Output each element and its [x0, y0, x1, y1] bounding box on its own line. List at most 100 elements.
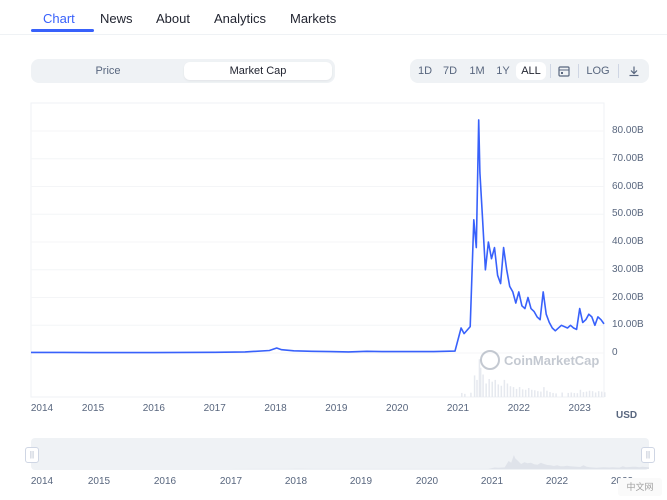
volume-bar: [588, 390, 591, 397]
market-cap-toggle-button[interactable]: Market Cap: [184, 62, 332, 80]
volume-bar: [567, 392, 570, 397]
navigator-right-handle[interactable]: ||: [641, 447, 655, 463]
volume-bar: [531, 389, 533, 397]
volume-bar: [515, 388, 518, 397]
volume-bar: [594, 392, 597, 397]
volume-bar: [527, 388, 530, 397]
volume-bar: [537, 391, 539, 397]
volume-bar: [576, 393, 579, 397]
volume-bar: [570, 392, 573, 397]
navigator-tick-label: 2019: [349, 476, 373, 487]
navigator-tick-label: 2017: [219, 476, 243, 487]
x-tick-label: 2019: [325, 403, 348, 414]
log-scale-button[interactable]: LOG: [586, 65, 610, 77]
time-range-selector: 1D 7D 1M 1Y ALL LOG: [410, 59, 649, 83]
volume-bar: [461, 392, 463, 397]
y-tick-label: 10.00B: [612, 319, 644, 331]
y-tick-label: 70.00B: [612, 152, 644, 164]
volume-bar: [497, 384, 500, 397]
volume-bar: [549, 392, 551, 397]
volume-bar: [600, 391, 603, 397]
active-tab-indicator: [31, 29, 94, 32]
site-badge: 中文网: [618, 478, 662, 496]
tab-news[interactable]: News: [100, 11, 133, 26]
watermark-text: CoinMarketCap: [504, 352, 600, 368]
volume-bar: [573, 392, 576, 397]
x-tick-label: 2016: [142, 403, 165, 414]
volume-bar: [478, 359, 481, 397]
chart-type-toggle: Price Market Cap: [31, 59, 335, 83]
volume-bar: [500, 385, 503, 397]
volume-bar: [518, 387, 521, 397]
navigator-series: [31, 455, 649, 469]
navigator-tick-label: 2018: [284, 476, 308, 487]
navigator-tick-label: 2014: [30, 476, 54, 487]
volume-bar: [476, 379, 478, 397]
y-tick-label: 60.00B: [612, 180, 644, 192]
range-divider: [578, 64, 579, 78]
range-1m-button[interactable]: 1M: [469, 65, 485, 77]
x-tick-label: 2020: [386, 403, 409, 414]
navigator-tick-label: 2021: [480, 476, 504, 487]
chart-plot-area: [30, 102, 606, 398]
volume-bar: [582, 392, 585, 397]
price-toggle-button[interactable]: Price: [95, 65, 121, 77]
volume-bar: [464, 393, 466, 397]
volume-bar: [521, 389, 524, 397]
volume-bar: [506, 383, 509, 397]
volume-bar: [546, 390, 548, 397]
volume-bar: [561, 392, 563, 397]
volume-bar: [585, 391, 588, 397]
range-1d-button[interactable]: 1D: [417, 65, 433, 77]
x-tick-label: 2015: [81, 403, 105, 414]
chart-frame: [30, 102, 605, 398]
tab-markets[interactable]: Markets: [290, 11, 337, 26]
volume-bar: [591, 391, 594, 397]
volume-bar: [470, 392, 472, 397]
tab-analytics[interactable]: Analytics: [214, 11, 267, 26]
navigator-tick-label: 2022: [545, 476, 569, 487]
navigator-left-handle[interactable]: ||: [25, 447, 39, 463]
y-tick-label: 30.00B: [612, 263, 644, 275]
x-tick-label: 2014: [30, 403, 54, 414]
market-cap-chart[interactable]: [0, 100, 667, 430]
range-navigator[interactable]: [31, 438, 649, 470]
navigator-tick-label: 2020: [415, 476, 439, 487]
y-tick-label: 80.00B: [612, 125, 644, 136]
x-tick-label: 2023: [568, 403, 591, 414]
volume-bar: [488, 379, 490, 397]
y-tick-label: 50.00B: [612, 208, 644, 220]
market-cap-line: [31, 119, 605, 354]
navigator-tick-label: 2015: [87, 476, 111, 487]
tab-chart[interactable]: Chart: [43, 11, 75, 26]
volume-bars: [461, 359, 606, 397]
volume-bar: [479, 367, 482, 397]
x-tick-label: 2021: [446, 403, 470, 414]
volume-bar: [485, 383, 487, 397]
volume-bar: [494, 379, 497, 397]
navigator-area: [31, 455, 649, 469]
volume-bar: [524, 389, 527, 397]
volume-bar: [604, 392, 606, 397]
watermark: CoinMarketCap: [480, 350, 599, 370]
x-tick-label: 2017: [203, 403, 226, 414]
volume-bar: [534, 390, 536, 397]
range-all-button[interactable]: ALL: [516, 62, 546, 80]
volume-bar: [473, 375, 476, 397]
calendar-button[interactable]: [554, 62, 574, 80]
range-7d-button[interactable]: 7D: [442, 65, 458, 77]
calendar-icon: [558, 66, 570, 77]
volume-bar: [540, 391, 542, 397]
range-1y-button[interactable]: 1Y: [496, 65, 510, 77]
volume-bar: [597, 391, 600, 397]
download-button[interactable]: [624, 62, 644, 80]
volume-bar: [509, 386, 512, 397]
volume-bar: [543, 387, 545, 397]
volume-bar: [552, 392, 554, 397]
range-divider: [618, 64, 619, 78]
volume-bar: [503, 379, 506, 397]
currency-label: USD: [616, 410, 638, 421]
y-tick-label: 0: [612, 347, 618, 358]
y-tick-label: 20.00B: [612, 291, 644, 303]
tab-about[interactable]: About: [156, 11, 190, 26]
